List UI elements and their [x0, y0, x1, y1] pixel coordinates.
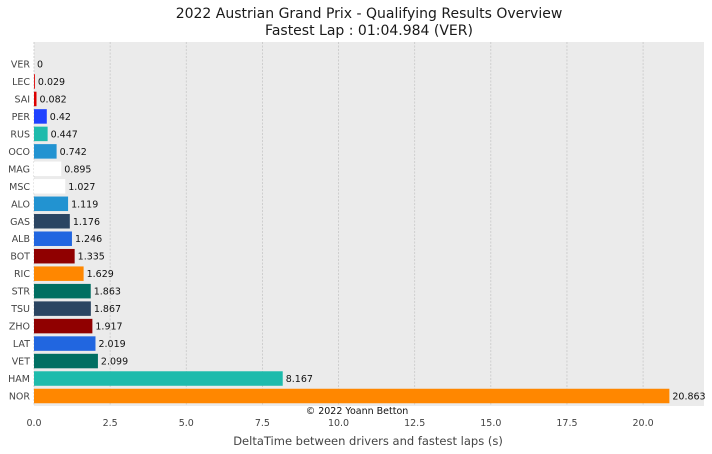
- driver-label: TSU: [10, 304, 30, 315]
- bar-rus: [34, 126, 48, 142]
- bar-alo: [34, 196, 69, 212]
- bar-ham: [34, 371, 283, 386]
- bar-sai: [34, 91, 37, 107]
- bar-msc: [34, 179, 66, 194]
- driver-label: ZHO: [9, 322, 30, 333]
- grid-lines: [33, 42, 644, 406]
- bar-vet: [34, 353, 98, 369]
- bar-oco: [34, 144, 57, 159]
- x-tick-label: 7.5: [255, 418, 270, 429]
- bar-value-label: 0.742: [60, 147, 87, 158]
- x-tick-label: 12.5: [404, 418, 425, 429]
- bar-value-label: 1.863: [94, 287, 121, 298]
- bar-value-label: 1.246: [75, 234, 102, 245]
- credit-annotation: © 2022 Yoann Betton: [306, 406, 409, 417]
- x-axis-label: DeltaTime between drivers and fastest la…: [233, 434, 503, 448]
- bar-value-label: 0.895: [64, 164, 91, 175]
- x-tick-label: 10.0: [328, 418, 349, 429]
- x-axis-ticks: 0.0 2.5 5.0 7.5 10.0 12.5 15.0 17.5 20.0: [26, 418, 653, 429]
- bar-value-label: 1.335: [78, 252, 105, 263]
- driver-label: MAG: [8, 164, 30, 175]
- bar-value-label: 1.027: [68, 182, 95, 193]
- driver-label: RIC: [14, 269, 30, 280]
- bar-alb: [34, 231, 72, 246]
- bar-value-label: 0: [37, 60, 43, 71]
- bar-value-label: 20.863: [672, 392, 705, 403]
- driver-label: SAI: [14, 94, 30, 105]
- driver-label: ALB: [12, 234, 30, 245]
- driver-label: MSC: [9, 182, 30, 193]
- bar-tsu: [34, 301, 91, 316]
- bar-value-label: 1.867: [94, 304, 121, 315]
- driver-label: VER: [11, 60, 31, 71]
- driver-label: STR: [12, 287, 31, 298]
- bar-value-label: 1.629: [87, 269, 114, 280]
- x-tick-label: 0.0: [26, 418, 41, 429]
- bar-value-label: 0.42: [50, 112, 71, 123]
- bar-bot: [34, 248, 75, 264]
- driver-label: LAT: [13, 339, 30, 350]
- driver-label: NOR: [9, 392, 31, 403]
- y-axis-labels: VER LEC SAI PER RUS OCO MAG MSC ALO GAS ALB BOT RIC S…: [8, 60, 30, 403]
- bar-value-label: 8.167: [286, 374, 313, 385]
- bar-value-label: 2.019: [98, 339, 125, 350]
- driver-label: GAS: [10, 217, 30, 228]
- driver-label: HAM: [8, 374, 30, 385]
- driver-label: BOT: [10, 252, 30, 263]
- bar-value-label: 2.099: [101, 357, 128, 368]
- bar-value-label: 0.082: [39, 94, 66, 105]
- driver-label: VET: [12, 357, 31, 368]
- bar-zho: [34, 318, 93, 334]
- plot-area: [34, 42, 704, 406]
- bar-gas: [34, 214, 70, 229]
- bar-value-label: 1.176: [73, 217, 100, 228]
- x-tick-label: 5.0: [179, 418, 194, 429]
- chart-title: 2022 Austrian Grand Prix - Qualifying Re…: [176, 6, 563, 22]
- driver-label: OCO: [8, 147, 30, 158]
- driver-label: RUS: [10, 129, 30, 140]
- chart-subtitle: Fastest Lap : 01:04.984 (VER): [265, 23, 473, 39]
- x-tick-label: 17.5: [556, 418, 577, 429]
- driver-label: LEC: [12, 77, 30, 88]
- bar-value-label: 0.447: [51, 129, 78, 140]
- bar-mag: [34, 161, 62, 177]
- x-tick-label: 20.0: [633, 418, 654, 429]
- bar-ric: [34, 266, 84, 281]
- x-tick-label: 15.0: [480, 418, 501, 429]
- bars: [34, 74, 670, 404]
- bar-lat: [34, 336, 96, 351]
- driver-label: PER: [12, 112, 31, 123]
- bar-value-label: 0.029: [38, 77, 65, 88]
- bar-nor: [34, 388, 670, 404]
- bar-per: [34, 109, 47, 124]
- bar-value-label: 1.917: [95, 322, 122, 333]
- value-labels: 0 0.029 0.082 0.42 0.447 0.742 0.895 1.027 1.119…: [37, 60, 706, 403]
- bar-str: [34, 283, 91, 299]
- bar-lec: [34, 74, 35, 89]
- driver-label: ALO: [11, 199, 30, 210]
- x-tick-label: 2.5: [103, 418, 118, 429]
- bar-value-label: 1.119: [71, 199, 98, 210]
